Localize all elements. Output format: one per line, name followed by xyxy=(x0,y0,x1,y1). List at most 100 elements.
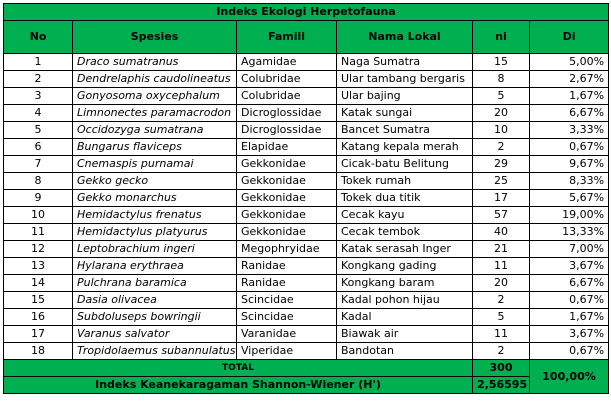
count: 2 xyxy=(472,138,530,156)
row-number: 4 xyxy=(3,104,73,122)
table-row: 13 Hylarana erythraea Ranidae Kongkang gadi… xyxy=(3,257,610,275)
percentage: 3,67% xyxy=(528,257,610,275)
species: Occidozyga sumatrana xyxy=(72,121,237,139)
family: Ranidae xyxy=(236,274,337,292)
local-name: Ular bajing xyxy=(336,87,473,105)
table-row: 17 Varanus salvator Varanidae Biawak air 11 3… xyxy=(3,325,610,343)
species: Cnemaspis purnamai xyxy=(72,155,237,173)
percentage: 6,67% xyxy=(528,274,610,292)
local-name: Cecak kayu xyxy=(336,206,473,224)
index-value: 2,56595 xyxy=(472,376,530,394)
row-number: 16 xyxy=(3,308,73,326)
row-number: 1 xyxy=(3,53,73,71)
count: 29 xyxy=(472,155,530,173)
local-name: Kadal pohon hijau xyxy=(336,291,473,309)
column-header: Nama Lokal xyxy=(336,20,473,54)
percentage: 5,67% xyxy=(528,189,610,207)
local-name: Kongkang gading xyxy=(336,257,473,275)
species: Subdoluseps bowringii xyxy=(72,308,237,326)
count: 5 xyxy=(472,87,530,105)
row-number: 3 xyxy=(3,87,73,105)
family: Gekkonidae xyxy=(236,155,337,173)
count: 20 xyxy=(472,104,530,122)
family: Varanidae xyxy=(236,325,337,343)
column-header: Spesies xyxy=(72,20,237,54)
table-row: 11 Hemidactylus platyurus Gekkonidae Cecak … xyxy=(3,223,610,241)
column-header: ni xyxy=(472,20,530,54)
local-name: Cicak-batu Belitung xyxy=(336,155,473,173)
family: Gekkonidae xyxy=(236,172,337,190)
species: Bungarus flaviceps xyxy=(72,138,237,156)
table-row: 8 Gekko gecko Gekkonidae Tokek rumah 25 8,33% xyxy=(3,172,610,190)
percentage: 2,67% xyxy=(528,70,610,88)
count: 8 xyxy=(472,70,530,88)
family: Viperidae xyxy=(236,342,337,360)
percentage: 13,33% xyxy=(528,223,610,241)
table-row: 9 Gekko monarchus Gekkonidae Tokek dua titi… xyxy=(3,189,610,207)
family: Elapidae xyxy=(236,138,337,156)
local-name: Tokek rumah xyxy=(336,172,473,190)
row-number: 8 xyxy=(3,172,73,190)
table-row: 14 Pulchrana baramica Ranidae Kongkang bara… xyxy=(3,274,610,292)
percentage: 6,67% xyxy=(528,104,610,122)
table-row: 15 Dasia olivacea Scincidae Kadal pohon hij… xyxy=(3,291,610,309)
family: Agamidae xyxy=(236,53,337,71)
total-label: TOTAL xyxy=(3,359,473,377)
percentage: 8,33% xyxy=(528,172,610,190)
row-number: 15 xyxy=(3,291,73,309)
count: 15 xyxy=(472,53,530,71)
row-number: 13 xyxy=(3,257,73,275)
local-name: Cecak tembok xyxy=(336,223,473,241)
family: Colubridae xyxy=(236,87,337,105)
row-number: 11 xyxy=(3,223,73,241)
species: Hemidactylus platyurus xyxy=(72,223,237,241)
percentage: 3,33% xyxy=(528,121,610,139)
species: Pulchrana baramica xyxy=(72,274,237,292)
row-number: 9 xyxy=(3,189,73,207)
row-number: 7 xyxy=(3,155,73,173)
table-row: 4 Limnonectes paramacrodon Dicroglossidae K… xyxy=(3,104,610,122)
local-name: Katak serasah Inger xyxy=(336,240,473,258)
family: Gekkonidae xyxy=(236,206,337,224)
local-name: Bandotan xyxy=(336,342,473,360)
family: Scincidae xyxy=(236,291,337,309)
column-header: Di xyxy=(528,20,610,54)
local-name: Bancet Sumatra xyxy=(336,121,473,139)
family: Ranidae xyxy=(236,257,337,275)
percentage: 0,67% xyxy=(528,138,610,156)
index-label: Indeks Keanekaragaman Shannon-Wiener (H'… xyxy=(3,376,473,394)
local-name: Katak sungai xyxy=(336,104,473,122)
percentage: 19,00% xyxy=(528,206,610,224)
percentage: 0,67% xyxy=(528,291,610,309)
row-number: 17 xyxy=(3,325,73,343)
species: Gonyosoma oxycephalum xyxy=(72,87,237,105)
species: Varanus salvator xyxy=(72,325,237,343)
row-number: 6 xyxy=(3,138,73,156)
count: 2 xyxy=(472,291,530,309)
family: Gekkonidae xyxy=(236,189,337,207)
family: Megophryidae xyxy=(236,240,337,258)
percentage: 5,00% xyxy=(528,53,610,71)
family: Dicroglossidae xyxy=(236,104,337,122)
count: 5 xyxy=(472,308,530,326)
species: Gekko gecko xyxy=(72,172,237,190)
family: Scincidae xyxy=(236,308,337,326)
percentage: 9,67% xyxy=(528,155,610,173)
table-row: 2 Dendrelaphis caudolineatus Colubridae Ula… xyxy=(3,70,610,88)
table-row: 6 Bungarus flaviceps Elapidae Katang kepala… xyxy=(3,138,610,156)
count: 2 xyxy=(472,342,530,360)
row-number: 2 xyxy=(3,70,73,88)
species: Hemidactylus frenatus xyxy=(72,206,237,224)
species: Limnonectes paramacrodon xyxy=(72,104,237,122)
count: 10 xyxy=(472,121,530,139)
family: Dicroglossidae xyxy=(236,121,337,139)
species: Dendrelaphis caudolineatus xyxy=(72,70,237,88)
table-row: 7 Cnemaspis purnamai Gekkonidae Cicak-batu … xyxy=(3,155,610,173)
percentage: 7,00% xyxy=(528,240,610,258)
local-name: Kongkang baram xyxy=(336,274,473,292)
table-row: 3 Gonyosoma oxycephalum Colubridae Ular baj… xyxy=(3,87,610,105)
row-number: 10 xyxy=(3,206,73,224)
count: 11 xyxy=(472,257,530,275)
table-row: 1 Draco sumatranus Agamidae Naga Sumatra 15 5… xyxy=(3,53,610,71)
